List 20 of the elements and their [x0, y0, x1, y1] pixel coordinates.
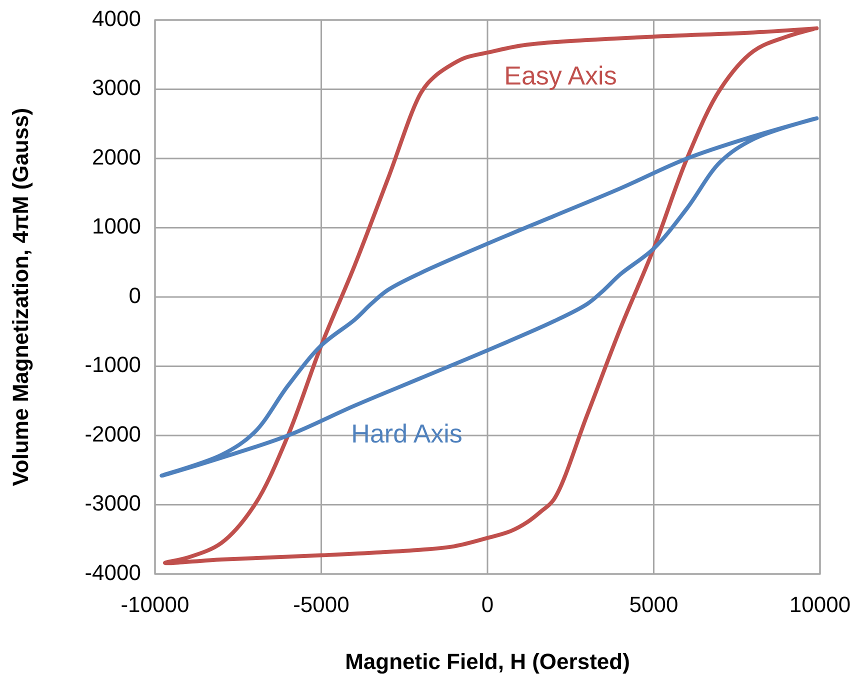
x-tick-label: 10000: [789, 592, 851, 617]
y-axis-title: Volume Magnetization, 4πM (Gauss): [8, 108, 33, 486]
line-series: [162, 26, 819, 566]
y-tick-label: 2000: [92, 144, 141, 170]
series-label: Easy Axis: [504, 60, 617, 90]
y-tick-label: 0: [128, 282, 141, 308]
y-tick-label: -4000: [84, 560, 141, 585]
y-tick-label: -2000: [84, 421, 141, 446]
series-label: Hard Axis: [351, 418, 462, 448]
line-series: [160, 116, 819, 478]
y-tick-label: 1000: [92, 214, 141, 239]
y-tick-label: 4000: [92, 6, 141, 31]
x-tick-label: -5000: [293, 592, 350, 617]
y-tick-label: -1000: [84, 352, 141, 378]
y-tick-label: -3000: [84, 490, 141, 516]
x-axis-title: Magnetic Field, H (Oersted): [345, 649, 630, 674]
y-tick-label: 3000: [92, 75, 141, 100]
x-tick-label: 0: [481, 592, 494, 617]
x-tick-label: -10000: [120, 592, 190, 617]
x-tick-label: 5000: [629, 592, 678, 617]
